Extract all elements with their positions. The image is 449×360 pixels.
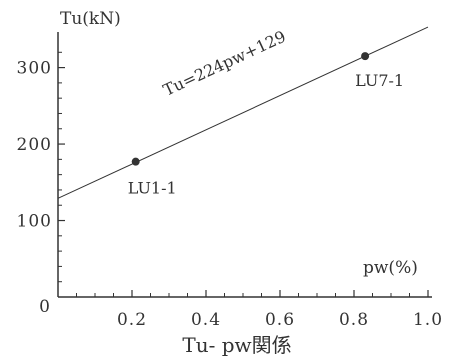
fit-equation: Tu=224pw+129 — [160, 27, 289, 100]
data-point — [361, 52, 370, 61]
x-axis-title: pw(%) — [363, 258, 418, 278]
data-point — [131, 157, 140, 166]
x-tick-labels: 0.2 0.4 0.6 0.8 1.0 — [117, 310, 443, 330]
x-tick-label: 0.8 — [339, 310, 369, 330]
x-tick-label: 0.4 — [191, 310, 221, 330]
origin-label: 0 — [39, 297, 51, 317]
y-tick-label: 300 — [17, 59, 52, 79]
point-label: LU1-1 — [128, 179, 177, 198]
x-tick-label: 1.0 — [413, 310, 443, 330]
y-axis-title: Tu(kN) — [60, 9, 121, 29]
data-points: LU1-1 LU7-1 — [128, 52, 404, 198]
point-label: LU7-1 — [355, 71, 404, 90]
major-ticks — [58, 66, 429, 297]
figure-caption: Tu- pw関係 — [182, 333, 291, 357]
y-tick-label: 200 — [17, 135, 52, 155]
x-tick-label: 0.6 — [265, 310, 295, 330]
minor-ticks — [58, 51, 410, 297]
x-tick-label: 0.2 — [117, 310, 147, 330]
y-tick-label: 100 — [17, 212, 52, 232]
axes — [57, 32, 432, 298]
y-tick-labels: 100 200 300 — [17, 59, 52, 232]
